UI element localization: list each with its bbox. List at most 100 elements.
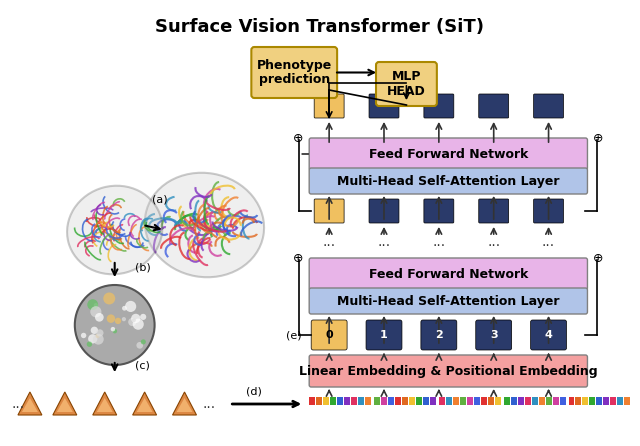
Circle shape [140, 314, 147, 320]
Bar [330, 397, 336, 405]
Polygon shape [18, 392, 42, 415]
Circle shape [96, 329, 104, 337]
Circle shape [91, 326, 98, 334]
Text: Feed Forward Network: Feed Forward Network [369, 148, 528, 161]
Text: Phenotype
prediction: Phenotype prediction [257, 58, 332, 87]
Bar [582, 397, 588, 405]
Bar [518, 397, 524, 405]
Circle shape [90, 306, 101, 318]
Bar [423, 397, 429, 405]
Circle shape [93, 334, 104, 345]
FancyBboxPatch shape [314, 199, 344, 223]
Bar [381, 397, 387, 405]
Bar [351, 397, 357, 405]
Bar [495, 397, 500, 405]
Circle shape [93, 303, 98, 307]
Bar [309, 397, 315, 405]
Bar [539, 397, 545, 405]
FancyBboxPatch shape [369, 199, 399, 223]
Ellipse shape [67, 186, 163, 274]
FancyBboxPatch shape [309, 288, 588, 314]
FancyBboxPatch shape [309, 138, 588, 170]
Text: 3: 3 [490, 330, 497, 340]
Bar [439, 397, 445, 405]
FancyBboxPatch shape [424, 199, 454, 223]
Polygon shape [53, 392, 77, 415]
Text: Feed Forward Network: Feed Forward Network [369, 268, 528, 281]
Circle shape [122, 306, 127, 311]
Circle shape [132, 318, 144, 330]
FancyBboxPatch shape [376, 62, 437, 106]
FancyBboxPatch shape [311, 320, 347, 350]
Bar [511, 397, 516, 405]
FancyBboxPatch shape [309, 168, 588, 194]
Circle shape [111, 327, 115, 331]
Bar [575, 397, 582, 405]
Text: ...: ... [323, 235, 336, 249]
Text: (d): (d) [246, 387, 262, 397]
Text: (c): (c) [134, 360, 150, 370]
Text: ⊕: ⊕ [293, 132, 303, 145]
Circle shape [141, 339, 146, 344]
Polygon shape [57, 398, 73, 412]
Circle shape [75, 285, 155, 365]
Text: ...: ... [203, 397, 216, 411]
Polygon shape [177, 398, 193, 412]
Text: ...: ... [12, 397, 24, 411]
Bar [552, 397, 559, 405]
Circle shape [81, 333, 86, 338]
Bar [488, 397, 493, 405]
Bar [481, 397, 487, 405]
Polygon shape [93, 392, 116, 415]
Ellipse shape [145, 173, 264, 277]
Bar [568, 397, 575, 405]
Text: (b): (b) [134, 262, 150, 272]
FancyBboxPatch shape [531, 320, 566, 350]
FancyBboxPatch shape [479, 94, 509, 118]
Circle shape [125, 301, 136, 312]
Polygon shape [97, 398, 113, 412]
FancyBboxPatch shape [421, 320, 457, 350]
Bar [374, 397, 380, 405]
Bar [532, 397, 538, 405]
Polygon shape [137, 398, 152, 412]
FancyBboxPatch shape [366, 320, 402, 350]
Bar [395, 397, 401, 405]
Circle shape [131, 314, 140, 323]
Text: 1: 1 [380, 330, 388, 340]
Circle shape [107, 314, 115, 323]
Text: 0: 0 [325, 330, 333, 340]
Bar [402, 397, 408, 405]
Bar [416, 397, 422, 405]
FancyBboxPatch shape [476, 320, 511, 350]
Circle shape [115, 318, 121, 324]
Bar [625, 397, 630, 405]
Bar [618, 397, 623, 405]
Text: Linear Embedding & Positional Embedding: Linear Embedding & Positional Embedding [299, 364, 598, 377]
Circle shape [103, 293, 115, 305]
Text: 2: 2 [435, 330, 443, 340]
FancyBboxPatch shape [424, 94, 454, 118]
Polygon shape [22, 398, 38, 412]
Text: ⊕: ⊕ [293, 252, 303, 264]
Circle shape [95, 313, 104, 322]
Bar [611, 397, 616, 405]
Bar [316, 397, 322, 405]
Circle shape [88, 334, 97, 343]
Bar [589, 397, 595, 405]
Text: (a): (a) [152, 195, 168, 205]
Bar [409, 397, 415, 405]
Circle shape [113, 329, 117, 333]
Text: MLP
HEAD: MLP HEAD [387, 70, 426, 98]
Bar [446, 397, 452, 405]
Bar [358, 397, 364, 405]
Bar [460, 397, 466, 405]
FancyBboxPatch shape [252, 47, 337, 98]
Polygon shape [173, 392, 196, 415]
Circle shape [122, 317, 126, 321]
Text: (e): (e) [285, 330, 301, 340]
Circle shape [132, 318, 136, 322]
Text: Surface Vision Transformer (SiT): Surface Vision Transformer (SiT) [155, 18, 484, 36]
FancyBboxPatch shape [309, 355, 588, 387]
Text: Multi-Head Self-Attention Layer: Multi-Head Self-Attention Layer [337, 174, 559, 187]
